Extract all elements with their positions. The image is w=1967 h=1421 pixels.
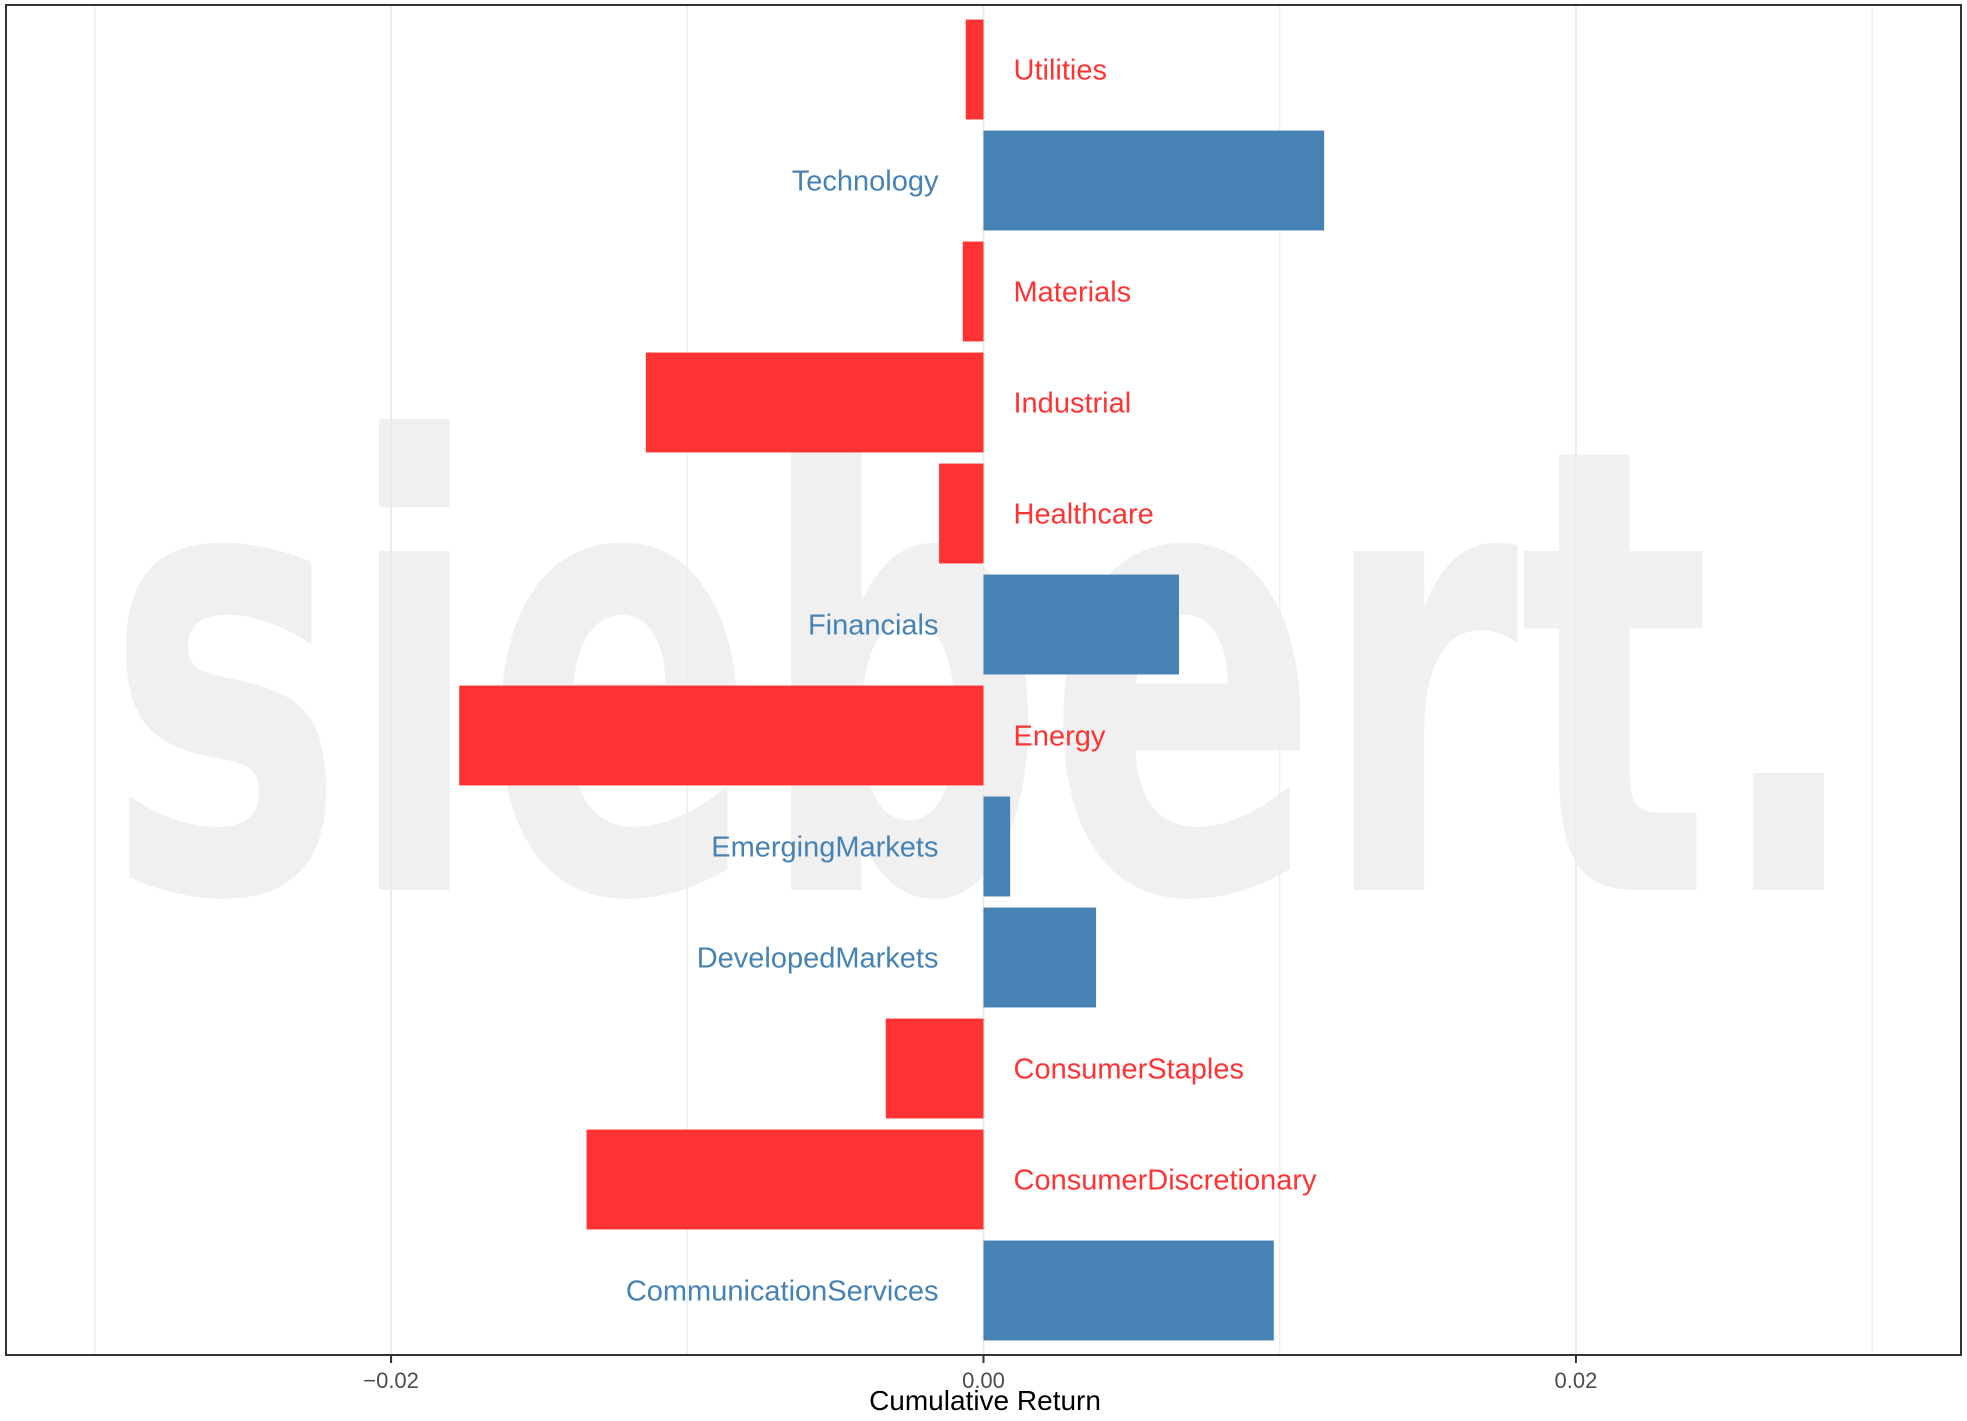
bar-financials [983, 574, 1179, 675]
bar-label-consumerdiscretionary: ConsumerDiscretionary [1014, 1165, 1317, 1197]
bar-consumerstaples [885, 1018, 984, 1119]
bar-label-utilities: Utilities [1014, 55, 1107, 87]
bar-emergingmarkets [983, 796, 1011, 897]
bar-developedmarkets [983, 907, 1097, 1008]
bar-label-materials: Materials [1014, 277, 1132, 309]
bar-label-communicationservices: CommunicationServices [626, 1276, 939, 1308]
bar-label-emergingmarkets: EmergingMarkets [711, 832, 938, 864]
x-axis: −0.02 0.00 0.02 [363, 1355, 1597, 1393]
bar-materials [962, 241, 984, 342]
bar-label-developedmarkets: DevelopedMarkets [697, 943, 939, 975]
bar-consumerdiscretionary [586, 1129, 984, 1230]
x-tick-label: 0.00 [962, 1368, 1005, 1393]
bar-healthcare [939, 463, 984, 564]
bar-label-financials: Financials [808, 610, 939, 642]
x-tick-label: 0.02 [1555, 1368, 1598, 1393]
bar-label-consumerstaples: ConsumerStaples [1014, 1054, 1245, 1086]
bar-label-energy: Energy [1014, 721, 1106, 753]
bar-label-industrial: Industrial [1014, 388, 1132, 420]
bar-industrial [645, 352, 984, 453]
x-axis-title: Cumulative Return [869, 1385, 1101, 1416]
bar-energy [459, 685, 984, 786]
bar-label-healthcare: Healthcare [1014, 499, 1154, 531]
bar-label-technology: Technology [792, 166, 939, 198]
bars-group [459, 19, 1325, 1341]
bar-communicationservices [983, 1240, 1274, 1341]
x-tick-label: −0.02 [363, 1368, 419, 1393]
bar-technology [983, 130, 1325, 231]
bar-utilities [965, 19, 984, 120]
bar-labels-group: Utilities Technology Materials Industrial He… [626, 55, 1317, 1308]
